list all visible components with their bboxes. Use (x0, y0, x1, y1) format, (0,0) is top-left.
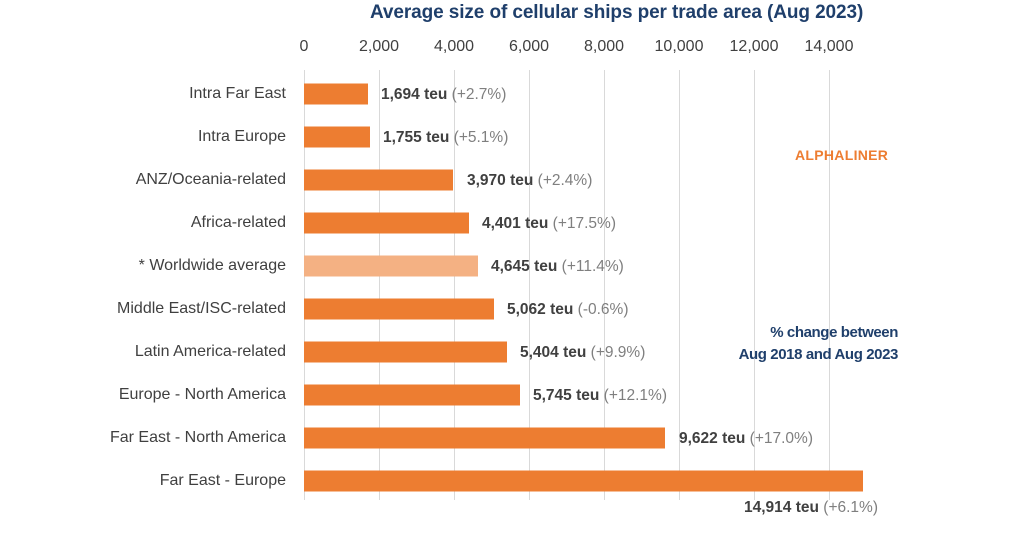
bar (304, 341, 507, 363)
bar (304, 169, 453, 191)
note-line-2: Aug 2018 and Aug 2023 (738, 346, 899, 363)
gridline (754, 70, 755, 500)
category-label: ANZ/Oceania-related (135, 171, 286, 188)
value-text: 9,622 teu (679, 430, 746, 447)
value-text: 1,755 teu (383, 129, 450, 146)
data-label: 3,970 teu (+2.4%) (467, 172, 592, 190)
x-tick: 12,000 (729, 38, 779, 55)
bar-highlight (304, 255, 478, 277)
gridline (454, 70, 455, 500)
category-label: Europe - North America (118, 386, 286, 403)
gridline (604, 70, 605, 500)
bar (304, 212, 469, 234)
data-label: 4,401 teu (+17.5%) (482, 215, 616, 233)
value-text: 1,694 teu (381, 86, 448, 103)
pct-text: (+2.7%) (451, 86, 507, 103)
value-text: 5,745 teu (533, 387, 600, 404)
pct-text: (+2.4%) (537, 172, 593, 189)
pct-text: (+9.9%) (590, 344, 646, 361)
category-label: Africa-related (190, 214, 286, 231)
data-label: 9,622 teu (+17.0%) (679, 430, 813, 448)
pct-text: (+12.1%) (603, 387, 667, 404)
data-label: 14,914 teu (+6.1%) (744, 499, 878, 517)
value-text: 5,404 teu (520, 344, 587, 361)
value-text: 5,062 teu (507, 301, 574, 318)
brand-watermark: ALPHALINER (795, 147, 889, 163)
pct-change-note: % change between Aug 2018 and Aug 2023 (738, 322, 899, 366)
pct-text: (+11.4%) (561, 258, 624, 275)
value-text: 14,914 teu (744, 499, 819, 516)
x-tick: 14,000 (804, 38, 854, 55)
x-tick: 8,000 (583, 38, 625, 55)
x-tick: 2,000 (358, 38, 400, 55)
data-label: 1,755 teu (+5.1%) (383, 129, 508, 147)
pct-text: (+5.1%) (453, 129, 509, 146)
data-label: 4,645 teu (+11.4%) (491, 258, 624, 276)
value-text: 4,401 teu (482, 215, 549, 232)
gridline (304, 70, 305, 500)
category-label: Middle East/ISC-related (117, 300, 286, 317)
data-label: 1,694 teu (+2.7%) (381, 86, 506, 104)
x-tick: 6,000 (508, 38, 550, 55)
value-text: 3,970 teu (467, 172, 534, 189)
category-label: Far East - North America (109, 429, 286, 446)
note-line-1: % change between (770, 324, 898, 341)
pct-text: (+17.0%) (749, 430, 813, 447)
pct-text: (+6.1%) (823, 499, 878, 516)
bar (304, 126, 370, 148)
category-label: Far East - Europe (159, 472, 286, 489)
category-label: Intra Far East (189, 85, 286, 102)
data-label: 5,404 teu (+9.9%) (520, 344, 645, 362)
pct-text: (-0.6%) (577, 301, 629, 318)
x-tick: 10,000 (654, 38, 704, 55)
gridline (529, 70, 530, 500)
bar (304, 384, 520, 406)
gridline (379, 70, 380, 500)
pct-text: (+17.5%) (552, 215, 616, 232)
category-label: Intra Europe (197, 128, 286, 145)
x-tick: 0 (299, 38, 309, 55)
data-label: 5,745 teu (+12.1%) (533, 387, 667, 405)
bar (304, 298, 494, 320)
value-text: 4,645 teu (491, 258, 558, 275)
chart-title: Average size of cellular ships per trade… (370, 2, 864, 23)
bar (304, 83, 368, 105)
bar (304, 470, 863, 492)
gridline (679, 70, 680, 500)
category-label: * Worldwide average (138, 257, 286, 274)
data-label: 5,062 teu (-0.6%) (507, 301, 629, 319)
category-label: Latin America-related (134, 343, 286, 360)
gridline (829, 70, 830, 500)
bar (304, 427, 665, 449)
x-tick: 4,000 (433, 38, 475, 55)
